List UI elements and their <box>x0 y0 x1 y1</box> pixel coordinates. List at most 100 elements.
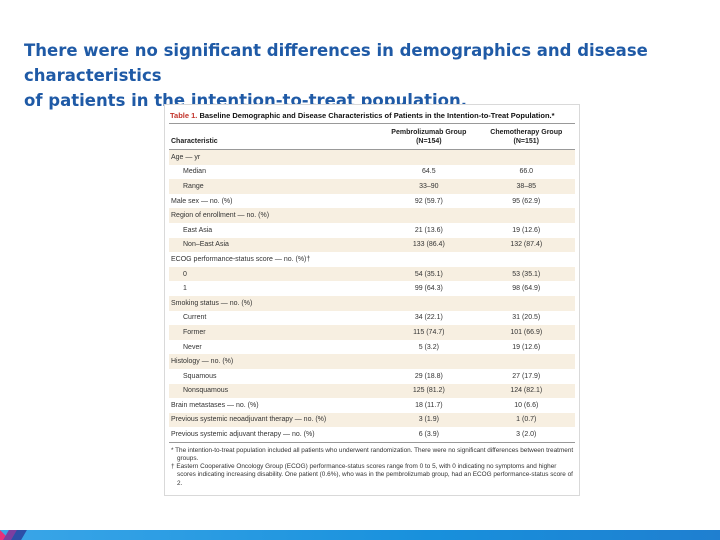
row-pembrolizumab-value: 34 (22.1) <box>414 314 443 322</box>
row-characteristic: Region of enrollment — no. (%) <box>169 208 381 223</box>
table-row: Histology — no. (%) <box>169 354 575 369</box>
footer-corner-stripes <box>0 530 30 540</box>
table-row: Current 34 (22.1) 31 (20.5) <box>169 311 575 326</box>
row-characteristic: Age — yr <box>169 149 381 165</box>
table-number: Table 1. <box>170 111 198 120</box>
row-pembrolizumab-value: 3 (1.9) <box>380 412 478 428</box>
row-characteristic: Never <box>183 343 202 351</box>
row-chemotherapy-value: 10 (6.6) <box>514 401 539 409</box>
footnote-itt: * The intention-to-treat population incl… <box>171 446 574 463</box>
table-footnotes: * The intention-to-treat population incl… <box>169 443 575 488</box>
row-characteristic: 0 <box>169 266 381 282</box>
row-chemotherapy-value: 53 (35.1) <box>477 266 575 282</box>
row-characteristic: Previous systemic adjuvant therapy — no.… <box>169 427 381 443</box>
row-pembrolizumab-value <box>380 149 478 165</box>
table-header-row: Characteristic Pembrolizumab Group (N=15… <box>169 124 575 150</box>
table-row: Previous systemic neoadjuvant therapy — … <box>169 412 575 428</box>
row-chemotherapy-value <box>477 354 575 369</box>
row-chemotherapy-value: 19 (12.6) <box>512 226 541 234</box>
table-row: Squamous 29 (18.8) 27 (17.9) <box>169 369 575 384</box>
row-chemotherapy-value: 1 (0.7) <box>477 412 575 428</box>
row-chemotherapy-value <box>477 295 575 311</box>
header-chemotherapy: Chemotherapy Group (N=151) <box>477 124 575 150</box>
row-chemotherapy-value: 3 (2.0) <box>477 427 575 443</box>
row-characteristic: Previous systemic neoadjuvant therapy — … <box>169 412 381 428</box>
row-characteristic: Median <box>183 168 206 176</box>
table-row: Region of enrollment — no. (%) <box>169 208 575 223</box>
row-pembrolizumab-value: 133 (86.4) <box>380 237 478 253</box>
header-pembrolizumab-name: Pembrolizumab Group <box>391 129 467 136</box>
row-characteristic: Histology — no. (%) <box>169 354 381 369</box>
row-pembrolizumab-value: 115 (74.7) <box>380 325 478 340</box>
row-characteristic: Non–East Asia <box>169 237 381 253</box>
table-row: 0 54 (35.1) 53 (35.1) <box>169 266 575 282</box>
header-characteristic: Characteristic <box>169 124 381 150</box>
table-row: Previous systemic adjuvant therapy — no.… <box>169 427 575 443</box>
footnote-ecog: † Eastern Cooperative Oncology Group (EC… <box>171 463 573 487</box>
row-chemotherapy-value <box>477 149 575 165</box>
row-chemotherapy-value <box>477 208 575 223</box>
row-pembrolizumab-value: 99 (64.3) <box>414 285 443 293</box>
row-pembrolizumab-value <box>380 295 478 311</box>
table-row: Former 115 (74.7) 101 (66.9) <box>169 325 575 340</box>
row-characteristic: Brain metastases — no. (%) <box>171 401 259 409</box>
row-chemotherapy-value: 31 (20.5) <box>512 314 541 322</box>
row-pembrolizumab-value <box>380 252 477 267</box>
row-chemotherapy-value: 27 (17.9) <box>512 372 541 380</box>
row-pembrolizumab-value: 92 (59.7) <box>414 197 443 205</box>
row-pembrolizumab-value: 6 (3.9) <box>380 427 478 443</box>
table-row: Never 5 (3.2) 19 (12.6) <box>169 340 575 355</box>
row-chemotherapy-value: 66.0 <box>519 168 534 176</box>
table-caption: Table 1. Baseline Demographic and Diseas… <box>169 111 575 124</box>
row-pembrolizumab-value: 21 (13.6) <box>414 226 443 234</box>
headline-line-1: There were no significant differences in… <box>24 41 648 85</box>
row-characteristic: 1 <box>183 285 187 293</box>
row-characteristic: ECOG performance-status score — no. (%)† <box>171 255 311 263</box>
row-characteristic: Male sex — no. (%) <box>171 197 233 205</box>
row-chemotherapy-value <box>478 252 575 267</box>
table-row: Age — yr <box>169 149 575 165</box>
table-row: Non–East Asia 133 (86.4) 132 (87.4) <box>169 237 575 253</box>
table-row: Male sex — no. (%) 92 (59.7) 95 (62.9) <box>169 194 575 209</box>
row-characteristic: Smoking status — no. (%) <box>169 295 381 311</box>
slide-headline: There were no significant differences in… <box>24 38 704 113</box>
table-row: ECOG performance-status score — no. (%)† <box>169 252 575 267</box>
table-title: Baseline Demographic and Disease Charact… <box>197 111 555 120</box>
header-pembrolizumab: Pembrolizumab Group (N=154) <box>380 124 478 150</box>
table-row: Nonsquamous 125 (81.2) 124 (82.1) <box>169 383 575 399</box>
row-characteristic: Squamous <box>183 372 217 380</box>
header-pembrolizumab-n: (N=154) <box>416 138 442 145</box>
footer-accent-bar <box>0 530 720 540</box>
row-chemotherapy-value: 132 (87.4) <box>477 237 575 253</box>
row-characteristic: Nonsquamous <box>169 383 381 399</box>
table-body: Age — yr Median 64.5 66.0 Range 33–90 38–85 Mal… <box>169 149 575 443</box>
row-pembrolizumab-value: 5 (3.2) <box>418 343 439 351</box>
table-figure: Table 1. Baseline Demographic and Diseas… <box>164 104 580 496</box>
row-pembrolizumab-value <box>380 208 478 223</box>
row-chemotherapy-value: 98 (64.9) <box>512 285 541 293</box>
row-characteristic: Range <box>169 179 381 194</box>
row-chemotherapy-value: 101 (66.9) <box>477 325 575 340</box>
table-row: Range 33–90 38–85 <box>169 179 575 194</box>
row-pembrolizumab-value: 29 (18.8) <box>414 372 443 380</box>
table-row: Median 64.5 66.0 <box>169 165 575 180</box>
row-pembrolizumab-value <box>380 354 478 369</box>
row-pembrolizumab-value: 125 (81.2) <box>380 383 478 399</box>
row-pembrolizumab-value: 18 (11.7) <box>415 401 443 409</box>
table-row: 1 99 (64.3) 98 (64.9) <box>169 281 575 296</box>
row-pembrolizumab-value: 64.5 <box>422 168 436 176</box>
table-row: Smoking status — no. (%) <box>169 295 575 311</box>
row-chemotherapy-value: 38–85 <box>477 179 575 194</box>
row-chemotherapy-value: 95 (62.9) <box>512 197 541 205</box>
row-chemotherapy-value: 19 (12.6) <box>512 343 541 351</box>
header-chemotherapy-name: Chemotherapy Group <box>490 129 563 136</box>
header-chemotherapy-n: (N=151) <box>513 138 540 145</box>
row-characteristic: Current <box>183 314 207 322</box>
row-pembrolizumab-value: 54 (35.1) <box>380 266 478 282</box>
table-row: Brain metastases — no. (%) 18 (11.7) 10 (6… <box>169 398 575 413</box>
table-row: East Asia 21 (13.6) 19 (12.6) <box>169 223 575 238</box>
row-pembrolizumab-value: 33–90 <box>380 179 478 194</box>
row-characteristic: East Asia <box>183 226 213 234</box>
baseline-characteristics-table: Characteristic Pembrolizumab Group (N=15… <box>169 124 575 443</box>
row-characteristic: Former <box>169 325 381 340</box>
